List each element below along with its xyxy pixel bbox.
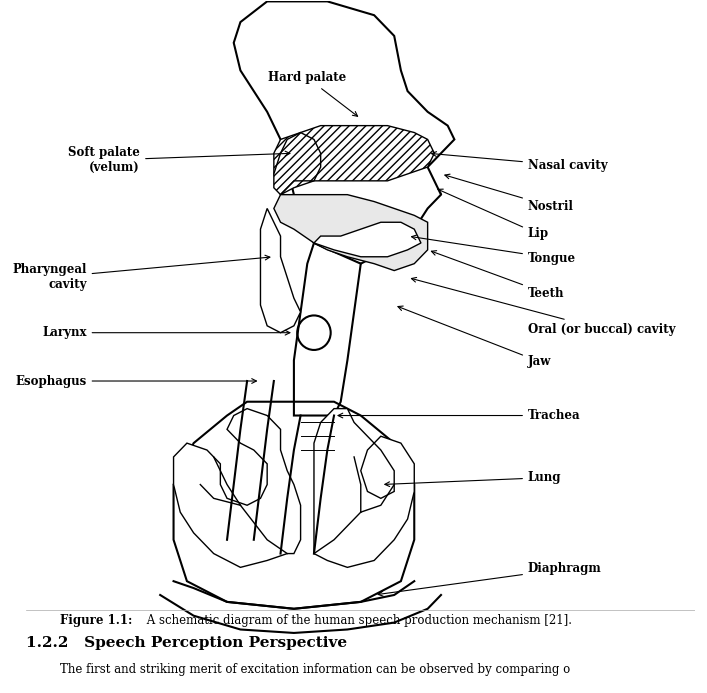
- Text: Trachea: Trachea: [338, 409, 580, 422]
- Text: Teeth: Teeth: [431, 251, 564, 300]
- Text: Pharyngeal
cavity: Pharyngeal cavity: [12, 255, 270, 292]
- Polygon shape: [274, 132, 321, 195]
- Text: Jaw: Jaw: [398, 306, 551, 368]
- Polygon shape: [274, 195, 428, 270]
- Polygon shape: [294, 243, 361, 416]
- Text: Oral (or buccal) cavity: Oral (or buccal) cavity: [411, 277, 675, 335]
- Text: Figure 1.1:: Figure 1.1:: [60, 614, 132, 627]
- Text: Diaphragm: Diaphragm: [378, 562, 602, 596]
- Text: Larynx: Larynx: [42, 326, 290, 339]
- Polygon shape: [274, 125, 434, 195]
- Polygon shape: [234, 1, 455, 263]
- Text: Hard palate: Hard palate: [268, 71, 358, 116]
- Text: Nasal cavity: Nasal cavity: [432, 152, 607, 172]
- Text: A schematic diagram of the human speech production mechanism [21].: A schematic diagram of the human speech …: [144, 614, 573, 627]
- Polygon shape: [173, 409, 300, 568]
- Text: Soft palate
(velum): Soft palate (velum): [69, 146, 290, 174]
- Text: Lung: Lung: [385, 471, 561, 486]
- Text: Nostril: Nostril: [445, 174, 574, 213]
- Text: Tongue: Tongue: [411, 235, 576, 265]
- Polygon shape: [260, 209, 300, 333]
- Polygon shape: [314, 409, 414, 568]
- Polygon shape: [314, 222, 421, 257]
- Text: 1.2.2   Speech Perception Perspective: 1.2.2 Speech Perception Perspective: [26, 636, 348, 651]
- Text: The first and striking merit of excitation information can be observed by compar: The first and striking merit of excitati…: [60, 663, 570, 676]
- Text: Lip: Lip: [438, 189, 549, 240]
- Text: Esophagus: Esophagus: [16, 374, 257, 387]
